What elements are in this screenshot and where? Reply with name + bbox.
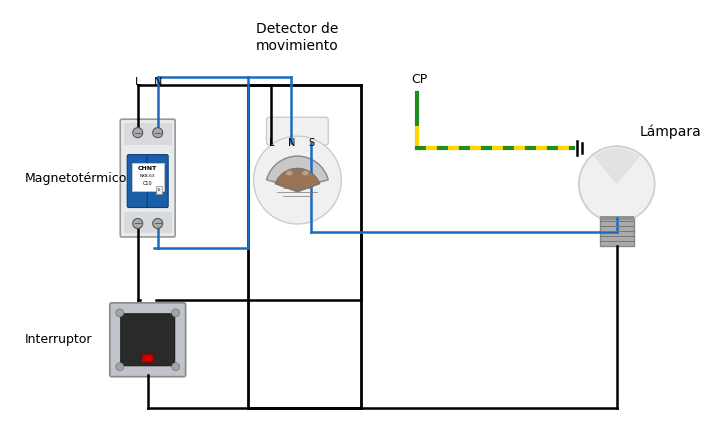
FancyBboxPatch shape: [600, 218, 634, 246]
Bar: [132, 163, 164, 191]
Wedge shape: [594, 148, 640, 184]
Bar: [600, 216, 634, 220]
FancyBboxPatch shape: [266, 117, 329, 145]
FancyBboxPatch shape: [147, 155, 169, 208]
Circle shape: [153, 218, 163, 229]
Text: Interruptor: Interruptor: [25, 333, 93, 346]
FancyBboxPatch shape: [142, 354, 153, 362]
Ellipse shape: [302, 170, 309, 176]
Text: N: N: [154, 77, 162, 87]
Text: Lámpara: Lámpara: [640, 125, 702, 139]
Text: Magnetotérmico: Magnetotérmico: [25, 172, 127, 184]
Text: L: L: [269, 138, 274, 148]
Circle shape: [171, 309, 180, 317]
Text: NXB-63: NXB-63: [140, 174, 156, 178]
Wedge shape: [275, 168, 320, 192]
FancyBboxPatch shape: [120, 119, 175, 237]
Circle shape: [132, 218, 143, 229]
Text: S: S: [308, 138, 314, 148]
Circle shape: [579, 146, 655, 222]
Bar: [156, 186, 161, 194]
FancyBboxPatch shape: [110, 303, 185, 377]
Circle shape: [116, 363, 124, 371]
Circle shape: [132, 128, 143, 138]
Bar: [124, 212, 171, 233]
Circle shape: [171, 363, 180, 371]
FancyBboxPatch shape: [127, 155, 148, 208]
Text: N: N: [287, 138, 295, 148]
Bar: [124, 123, 171, 145]
FancyBboxPatch shape: [121, 314, 175, 366]
Wedge shape: [267, 156, 329, 188]
Text: 15: 15: [156, 188, 161, 192]
Circle shape: [116, 309, 124, 317]
Text: C10: C10: [143, 180, 152, 186]
Circle shape: [153, 128, 163, 138]
Text: CP: CP: [411, 73, 428, 86]
Text: Detector de
movimiento: Detector de movimiento: [256, 22, 339, 52]
Ellipse shape: [286, 170, 293, 176]
Text: L: L: [135, 77, 141, 87]
Text: CHNT: CHNT: [138, 166, 157, 170]
Circle shape: [253, 136, 341, 224]
